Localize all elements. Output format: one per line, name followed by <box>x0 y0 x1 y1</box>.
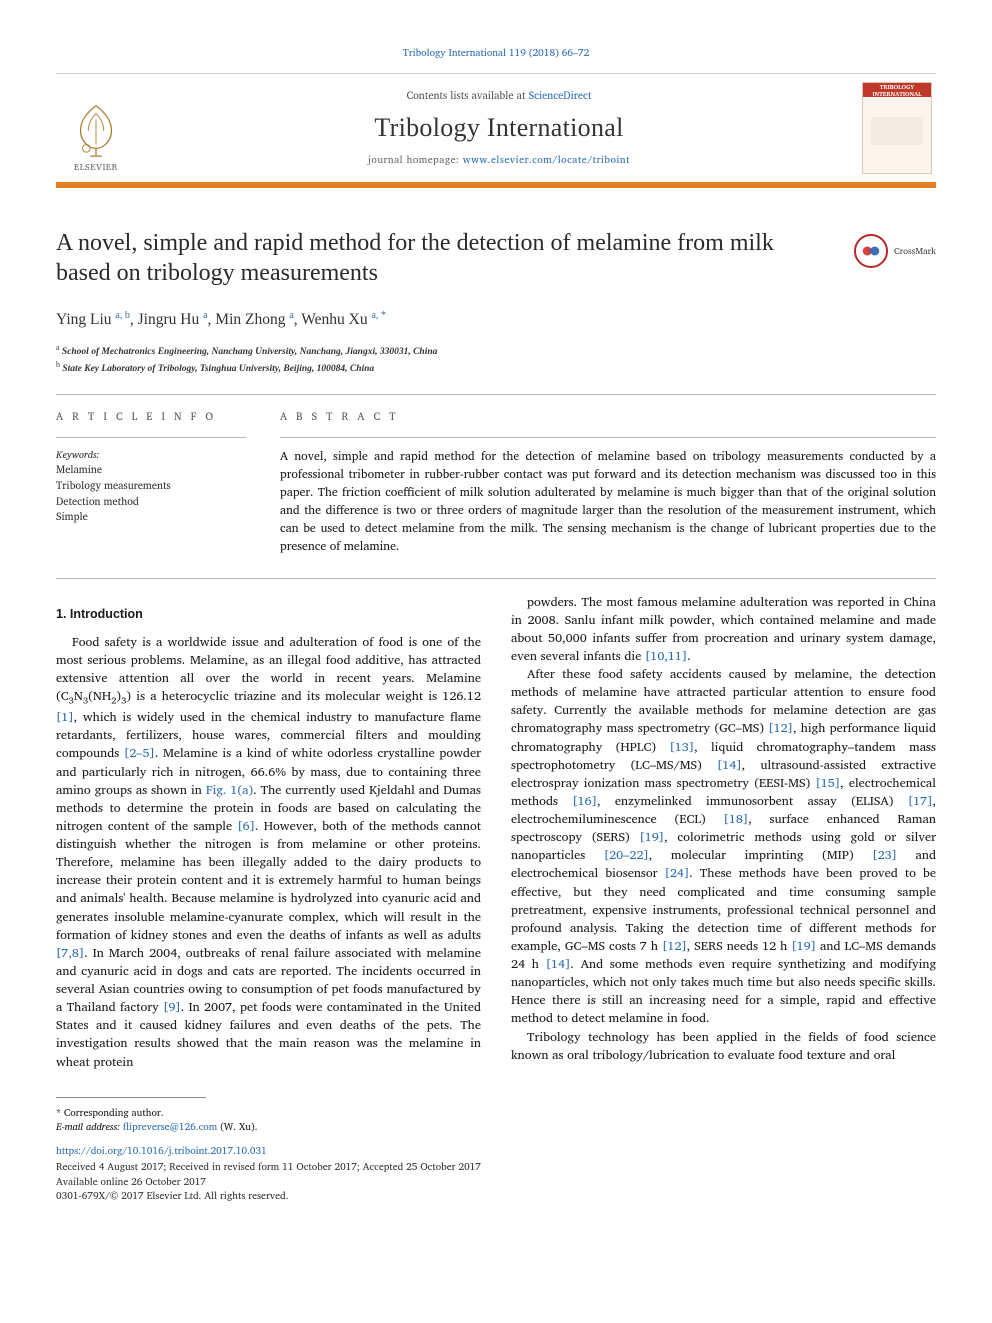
paragraph: Tribology technology has been applied in… <box>511 1028 936 1064</box>
article-info-col: A R T I C L E I N F O Keywords: Melamine… <box>56 409 246 555</box>
article-info-heading: A R T I C L E I N F O <box>56 409 246 424</box>
footnotes: * Corresponding author. E-mail address: … <box>56 1106 936 1134</box>
author-list: Ying Liu a, b, Jingru Hu a, Min Zhong a,… <box>56 309 936 332</box>
affiliation-b: State Key Laboratory of Tribology, Tsing… <box>62 364 374 374</box>
running-head: Tribology International 119 (2018) 66–72 <box>56 46 936 61</box>
sciencedirect-link[interactable]: ScienceDirect <box>529 86 592 104</box>
citation-link[interactable]: Tribology International 119 (2018) 66–72 <box>403 45 590 61</box>
paragraph: After these food safety accidents caused… <box>511 665 936 1028</box>
homepage-link[interactable]: www.elsevier.com/locate/triboint <box>463 152 630 168</box>
article-history: Received 4 August 2017; Received in revi… <box>56 1160 936 1204</box>
history-received: Received 4 August 2017; Received in revi… <box>56 1160 936 1175</box>
contents-prefix: Contents lists available at <box>407 86 529 104</box>
elsevier-tree-icon <box>67 100 125 158</box>
history-online: Available online 26 October 2017 <box>56 1175 936 1190</box>
affiliation-a: School of Mechatronics Engineering, Nanc… <box>62 347 437 357</box>
affiliations: a School of Mechatronics Engineering, Na… <box>56 342 936 377</box>
section-heading-intro: 1. Introduction <box>56 605 481 623</box>
footnote-rule <box>56 1097 206 1098</box>
crossmark-label: CrossMark <box>894 244 936 257</box>
publisher-name: ELSEVIER <box>74 160 118 173</box>
email-suffix: (W. Xu). <box>217 1119 257 1135</box>
article-title: A novel, simple and rapid method for the… <box>56 228 834 289</box>
masthead: ELSEVIER Contents lists available at Sci… <box>56 73 936 174</box>
rule <box>56 394 936 395</box>
journal-cover-thumb: TRIBOLOGYINTERNATIONAL <box>862 82 932 174</box>
paragraph: powders. The most famous melamine adulte… <box>511 593 936 666</box>
doi-link[interactable]: https://doi.org/10.1016/j.triboint.2017.… <box>56 1144 936 1159</box>
keywords-list: MelamineTribology measurementsDetection … <box>56 462 246 525</box>
corresponding-author-note: * Corresponding author. <box>56 1106 936 1120</box>
abstract-col: A B S T R A C T A novel, simple and rapi… <box>280 409 936 555</box>
email-link[interactable]: flipreverse@126.com <box>123 1119 217 1135</box>
journal-title: Tribology International <box>136 109 862 147</box>
contents-line: Contents lists available at ScienceDirec… <box>136 88 862 103</box>
paragraph: Food safety is a worldwide issue and adu… <box>56 633 481 1071</box>
copyright-line: 0301-679X/© 2017 Elsevier Ltd. All right… <box>56 1189 936 1204</box>
abstract-heading: A B S T R A C T <box>280 409 936 424</box>
publisher-block: ELSEVIER <box>56 82 136 174</box>
homepage-prefix: journal homepage: <box>368 152 463 168</box>
rule <box>56 578 936 579</box>
crossmark[interactable]: CrossMark <box>854 234 936 268</box>
body-text: 1. Introduction Food safety is a worldwi… <box>56 593 936 1071</box>
homepage-line: journal homepage: www.elsevier.com/locat… <box>136 153 862 168</box>
abstract-text: A novel, simple and rapid method for the… <box>280 448 936 556</box>
accent-rule <box>56 182 936 188</box>
crossmark-badge-icon <box>854 234 888 268</box>
email-label: E-mail address: <box>56 1119 123 1135</box>
